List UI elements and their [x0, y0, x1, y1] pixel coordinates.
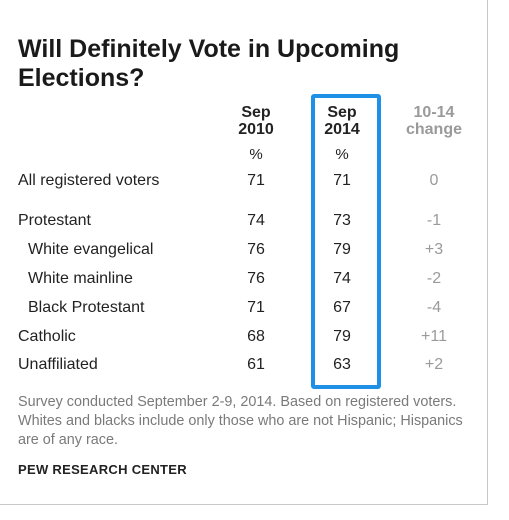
cell-sep-2014: 63 [333, 356, 351, 373]
row-label: Unaffiliated [18, 356, 98, 373]
chart-title: Will Definitely Vote in Upcoming Electio… [18, 35, 400, 92]
cell-sep-2014: 71 [333, 172, 351, 189]
cell-change: +2 [424, 356, 444, 373]
cell-sep-2014: 73 [333, 212, 351, 229]
row-label: White mainline [28, 270, 133, 287]
cell-change: -1 [426, 212, 442, 229]
highlight-box-sep-2014 [311, 94, 381, 389]
column-header-sep-2010: Sep 2010 [216, 104, 296, 138]
table-row: Protestant 74 73 -1 [0, 212, 488, 234]
cell-sep-2010: 71 [247, 299, 265, 316]
table-row: Catholic 68 79 +11 [0, 328, 488, 350]
table-row: Unaffiliated 61 63 +2 [0, 356, 488, 378]
unit-label-sep-2014: % [335, 146, 349, 163]
survey-note: Survey conducted September 2-9, 2014. Ba… [18, 394, 463, 448]
cell-sep-2014: 67 [333, 299, 351, 316]
cell-sep-2014: 79 [333, 328, 351, 345]
row-label: Catholic [18, 328, 76, 345]
column-header-change-line2: change [405, 121, 462, 138]
frame-bottom-border [0, 504, 488, 505]
unit-label-sep-2010: % [249, 146, 263, 163]
column-header-sep-2014: Sep 2014 [302, 104, 382, 138]
row-label: All registered voters [18, 172, 160, 189]
cell-sep-2010: 61 [247, 356, 265, 373]
row-label: Black Protestant [28, 299, 145, 316]
cell-sep-2010: 74 [247, 212, 265, 229]
row-label: Protestant [18, 212, 91, 229]
cell-sep-2014: 74 [333, 270, 351, 287]
column-header-change: 10-14 change [394, 104, 474, 138]
column-header-sep-2014-line1: Sep [327, 104, 357, 121]
column-header-sep-2010-line2: 2010 [238, 121, 274, 138]
cell-change: +11 [421, 328, 447, 345]
cell-sep-2010: 68 [247, 328, 265, 345]
frame-right-border [487, 0, 488, 504]
table-row: All registered voters 71 71 0 [0, 172, 488, 194]
cell-change: -2 [426, 270, 442, 287]
table-row: White evangelical 76 79 +3 [0, 241, 488, 263]
table-row: White mainline 76 74 -2 [0, 270, 488, 292]
cell-sep-2010: 76 [247, 241, 265, 258]
table-row: Black Protestant 71 67 -4 [0, 299, 488, 321]
cell-change: -4 [426, 299, 442, 316]
cell-sep-2010: 71 [247, 172, 265, 189]
cell-change: 0 [429, 172, 439, 189]
cell-sep-2010: 76 [247, 270, 265, 287]
cell-change: +3 [424, 241, 444, 258]
cell-sep-2014: 79 [333, 241, 351, 258]
source-credit: PEW RESEARCH CENTER [18, 462, 187, 477]
column-header-change-line1: 10-14 [413, 104, 455, 121]
column-header-sep-2014-line2: 2014 [324, 121, 360, 138]
column-header-sep-2010-line1: Sep [241, 104, 271, 121]
row-label: White evangelical [28, 241, 154, 258]
